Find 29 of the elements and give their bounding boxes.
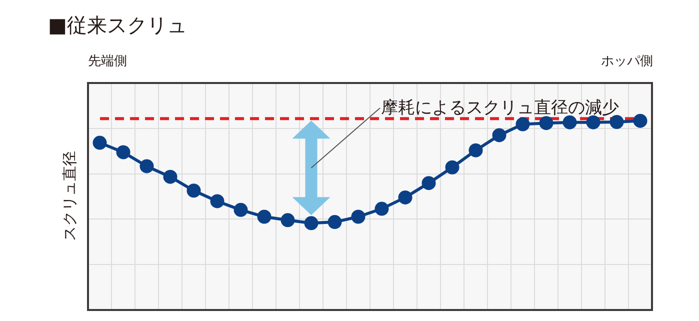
point (539, 116, 554, 130)
y-axis-title: スクリュ直径 (60, 151, 80, 241)
point (351, 210, 366, 224)
point (610, 114, 624, 129)
point (374, 202, 389, 216)
point (468, 143, 483, 158)
point (92, 136, 107, 150)
point (562, 115, 577, 130)
point (445, 160, 460, 174)
text: 先端側 (88, 53, 127, 70)
point (328, 215, 342, 230)
point (633, 114, 648, 128)
point (116, 145, 130, 160)
point (586, 115, 600, 130)
point (516, 117, 530, 132)
text: 摩耗によるスクリュ直径の減少 (381, 97, 619, 119)
point (234, 202, 248, 217)
point (280, 213, 295, 228)
text: ホッパ側 (601, 53, 653, 70)
point (422, 176, 436, 190)
point (163, 170, 178, 184)
point (257, 210, 272, 224)
chart-title: ■従来スクリュ (48, 12, 187, 39)
point (304, 216, 318, 230)
point (186, 184, 201, 198)
point (398, 190, 412, 204)
point (492, 128, 506, 142)
point (140, 159, 154, 174)
point (210, 194, 224, 208)
